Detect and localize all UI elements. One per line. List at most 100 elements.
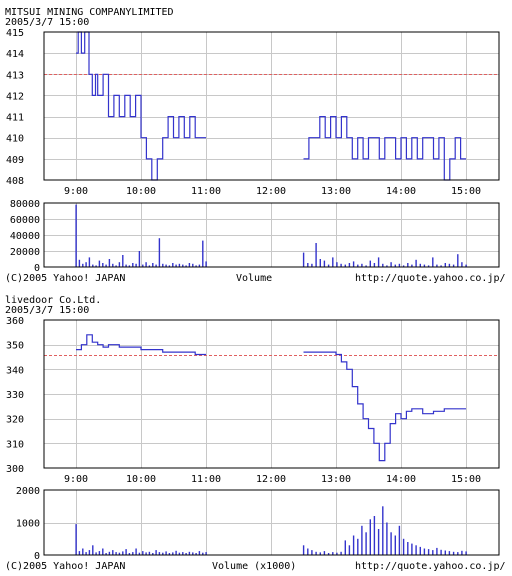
- volume-bar: [192, 263, 194, 267]
- volume-grid-1: [44, 203, 499, 267]
- volume-bar: [125, 264, 127, 267]
- volume-bar: [132, 263, 134, 267]
- volume-bar: [465, 264, 467, 267]
- volume-bar: [461, 262, 463, 267]
- volume-bar: [135, 548, 137, 555]
- volume-bar: [115, 552, 117, 555]
- volume-bar: [461, 550, 463, 555]
- volume-bar: [148, 265, 151, 267]
- volume-bar: [195, 265, 197, 267]
- volume-bar: [202, 240, 204, 267]
- volume-bar: [182, 264, 184, 267]
- volume-bar: [128, 553, 131, 555]
- price-y-axis-1: 408 409 410 411 412 413 414 415: [6, 28, 24, 187]
- volume-bar: [361, 263, 363, 267]
- volume-bar: [390, 262, 392, 267]
- volume-bar: [319, 552, 321, 555]
- volume-bar: [452, 264, 455, 267]
- volume-bar: [142, 551, 144, 555]
- volume-bar: [165, 551, 167, 555]
- time-tick-label: 11:00: [191, 474, 221, 485]
- volume-bar: [352, 535, 355, 555]
- source-url-1[interactable]: http://quote.yahoo.co.jp/: [355, 273, 506, 284]
- volume-bar: [152, 553, 154, 555]
- price-tick-label: 410: [6, 134, 24, 145]
- price-line-2: [76, 334, 466, 462]
- time-tick-label: 12:00: [256, 474, 286, 485]
- volume-bar: [168, 553, 171, 555]
- volume-bar: [188, 263, 191, 267]
- volume-bar: [340, 263, 342, 267]
- volume-bar: [427, 549, 430, 555]
- volume-bar: [311, 263, 313, 267]
- volume-bar: [411, 264, 413, 267]
- price-tick-label: 411: [6, 113, 24, 124]
- price-line-1: [76, 31, 466, 181]
- volume-bar: [448, 551, 451, 555]
- time-tick-label: 15:00: [451, 186, 481, 197]
- price-tick-label: 412: [6, 91, 24, 102]
- volume-bar: [112, 263, 114, 267]
- time-tick-label: 15:00: [451, 474, 481, 485]
- volume-tick-label: 0: [34, 551, 40, 562]
- volume-tick-label: 2000: [16, 486, 40, 497]
- volume-tick-label: 60000: [10, 215, 40, 226]
- volume-bar: [352, 261, 355, 267]
- volume-bar: [95, 265, 97, 267]
- volume-bar: [105, 264, 107, 267]
- volume-bar: [135, 263, 137, 267]
- volume-tick-label: 40000: [10, 231, 40, 242]
- price-tick-label: 320: [6, 415, 24, 426]
- volume-bar: [75, 524, 77, 555]
- time-tick-label: 10:00: [126, 474, 156, 485]
- volume-bar: [344, 540, 346, 555]
- volume-bar: [402, 265, 405, 267]
- volume-bar: [323, 260, 326, 267]
- volume-bar: [98, 551, 101, 555]
- price-tick-label: 415: [6, 28, 24, 39]
- volume-bar: [432, 257, 434, 267]
- time-tick-label: 13:00: [321, 474, 351, 485]
- source-url-2[interactable]: http://quote.yahoo.co.jp/: [355, 561, 506, 572]
- volume-bar: [307, 548, 309, 555]
- volume-bar: [192, 552, 194, 555]
- volume-bar: [202, 552, 204, 555]
- volume-bar: [75, 204, 77, 267]
- volume-bar: [162, 552, 164, 555]
- price-tick-label: 360: [6, 316, 24, 327]
- price-tick-label: 300: [6, 464, 24, 475]
- volume-bar: [88, 550, 91, 555]
- volume-bar: [411, 543, 413, 555]
- volume-bar: [185, 553, 187, 555]
- volume-bar: [407, 542, 409, 555]
- volume-bar: [85, 262, 87, 267]
- copyright-2: (C)2005 Yahoo! JAPAN: [5, 561, 125, 572]
- volume-bar: [102, 263, 104, 267]
- price-grid-1: [44, 32, 499, 180]
- volume-bars-1: [75, 204, 467, 267]
- price-grid-2: [44, 320, 499, 468]
- time-tick-label: 9:00: [64, 186, 88, 197]
- volume-bar: [158, 552, 161, 555]
- volume-bar: [386, 522, 388, 555]
- copyright-1: (C)2005 Yahoo! JAPAN: [5, 273, 125, 284]
- volume-bar: [172, 263, 174, 267]
- volume-bar: [440, 549, 442, 555]
- volume-bar: [315, 551, 317, 556]
- volume-bar: [365, 532, 367, 556]
- volume-label-2: Volume (x1000): [212, 561, 296, 572]
- volume-tick-label: 0: [34, 263, 40, 274]
- volume-bar: [423, 548, 426, 555]
- volume-bar: [377, 257, 380, 267]
- volume-bars-2: [75, 506, 467, 556]
- volume-bar: [427, 265, 430, 267]
- volume-bar: [158, 238, 161, 267]
- price-tick-label: 414: [6, 49, 24, 60]
- price-plot-frame-2: [43, 319, 500, 469]
- volume-bar: [323, 551, 326, 555]
- price-tick-label: 413: [6, 70, 24, 81]
- price-tick-label: 350: [6, 341, 24, 352]
- time-tick-label: 10:00: [126, 186, 156, 197]
- volume-bar: [452, 551, 455, 556]
